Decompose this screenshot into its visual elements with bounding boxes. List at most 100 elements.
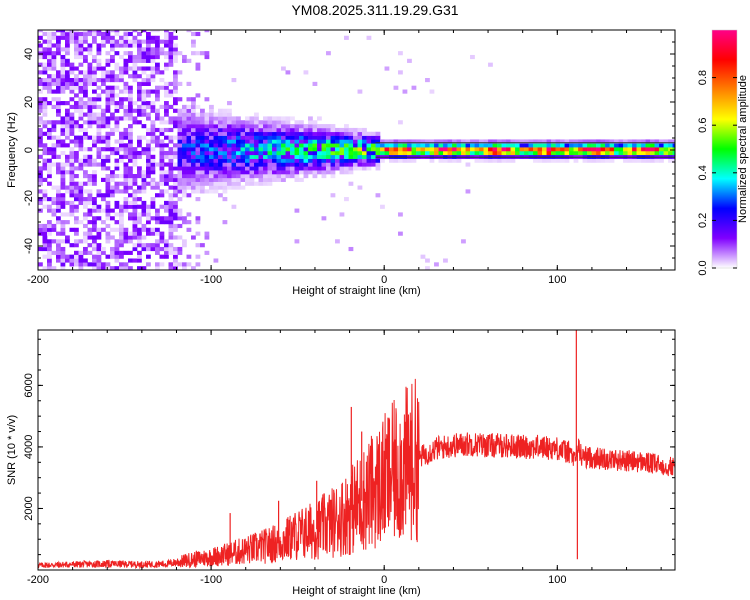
heatmap-cell: [105, 78, 111, 83]
heatmap-cell: [384, 150, 390, 156]
heatmap-cell: [159, 204, 165, 209]
heatmap-cell: [150, 35, 156, 40]
heatmap-cell: [231, 185, 237, 190]
heatmap-cell: [60, 170, 66, 175]
heatmap-cell: [92, 39, 97, 44]
heatmap-cell: [119, 131, 124, 136]
heatmap-cell: [164, 66, 169, 71]
heatmap-cell: [110, 174, 115, 179]
heatmap-cell: [276, 170, 282, 175]
heatmap-cell: [209, 154, 214, 159]
heatmap-cell: [155, 193, 160, 198]
heatmap-cell: [42, 162, 48, 167]
heatmap-cell: [83, 39, 88, 44]
heatmap-cell: [249, 127, 255, 133]
heatmap-cell: [60, 162, 66, 167]
heatmap-cell: [281, 143, 286, 148]
heatmap-cell: [186, 185, 192, 190]
heatmap-cell: [317, 150, 322, 156]
heatmap-cell: [114, 51, 120, 56]
heatmap-cell: [56, 143, 61, 148]
heatmap-cell: [276, 127, 282, 133]
heatmap-cell: [42, 166, 48, 171]
heatmap-cell: [132, 177, 138, 182]
heatmap-cell: [182, 58, 187, 63]
heatmap-cell: [218, 150, 223, 156]
heatmap-cell: [42, 124, 48, 129]
heatmap-cell: [128, 258, 133, 263]
heatmap-cell: [627, 143, 633, 148]
heatmap-cell: [168, 43, 174, 48]
heatmap-cell: [119, 223, 124, 229]
heatmap-cell: [83, 154, 88, 159]
heatmap-cell: [375, 143, 381, 148]
heatmap-cell: [204, 250, 210, 255]
heatmap-cell: [132, 62, 138, 67]
heatmap-cell: [263, 150, 268, 156]
heatmap-cell: [69, 139, 75, 144]
heatmap-cell: [267, 166, 273, 171]
heatmap-cell: [195, 66, 201, 71]
heatmap-cell: [267, 120, 273, 125]
heatmap-cell: [150, 139, 156, 144]
heatmap-cell: [240, 127, 246, 133]
heatmap-cell: [69, 158, 75, 163]
heatmap-cell: [119, 97, 124, 102]
heatmap-cell: [596, 143, 601, 148]
heatmap-cell: [159, 78, 165, 83]
heatmap-cell: [56, 239, 61, 244]
heatmap-cell: [173, 223, 178, 229]
heatmap-cell: [74, 243, 79, 248]
heatmap-cell: [636, 143, 642, 148]
heatmap-cell: [231, 127, 237, 133]
heatmap-cell: [177, 158, 183, 163]
heatmap-cell: [78, 124, 84, 129]
heatmap-cell: [110, 58, 115, 63]
heatmap-cell: [168, 243, 174, 248]
heatmap-cell: [231, 166, 237, 171]
heatmap-cell: [344, 131, 349, 136]
heatmap-cell: [330, 170, 336, 175]
heatmap-cell: [92, 74, 97, 79]
heatmap-cell: [150, 166, 156, 171]
heatmap-cell: [123, 143, 129, 148]
heatmap-cell: [191, 112, 196, 117]
heatmap-cell: [69, 81, 75, 86]
colorbar-tick-label: 0.8: [697, 70, 709, 85]
heatmap-cell: [213, 147, 219, 152]
heatmap-cell: [101, 250, 106, 255]
heatmap-cell: [231, 162, 237, 167]
heatmap-cell: [101, 66, 106, 71]
heatmap-cell: [272, 166, 277, 171]
heatmap-cell: [236, 158, 241, 163]
heatmap-cell: [96, 162, 102, 167]
heatmap-cell: [384, 66, 390, 71]
heatmap-cell: [195, 31, 201, 37]
heatmap-cell: [159, 116, 165, 121]
heatmap-cell: [168, 93, 174, 98]
heatmap-cell: [128, 89, 133, 94]
heatmap-cell: [150, 231, 156, 236]
heatmap-cell: [47, 197, 52, 202]
heatmap-cell: [159, 143, 165, 148]
heatmap-cell: [240, 143, 246, 148]
heatmap-cell: [299, 135, 304, 140]
heatmap-cell: [591, 158, 597, 163]
heatmap-cell: [222, 131, 228, 136]
heatmap-cell: [65, 212, 70, 217]
heatmap-cell: [533, 158, 538, 163]
heatmap-cell: [47, 43, 52, 48]
spectrogram-y-axis-label: Frequency (Hz): [6, 112, 18, 188]
heatmap-cell: [254, 158, 259, 163]
heatmap-cell: [272, 139, 277, 144]
heatmap-cell: [168, 185, 174, 190]
heatmap-cell: [119, 204, 124, 209]
heatmap-cell: [582, 139, 588, 144]
heatmap-cell: [204, 181, 210, 186]
heatmap-cell: [110, 89, 115, 94]
heatmap-cell: [105, 212, 111, 217]
heatmap-cell: [56, 112, 61, 117]
heatmap-cell: [299, 150, 304, 156]
heatmap-cell: [281, 154, 286, 159]
heatmap-cell: [209, 120, 214, 125]
